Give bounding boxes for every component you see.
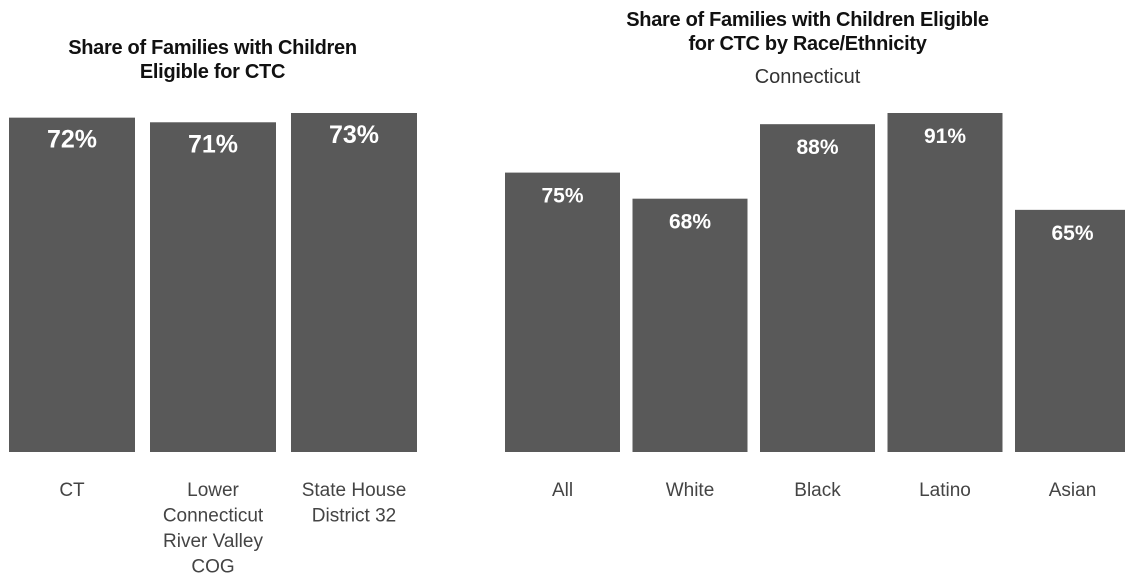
chart-title: Share of Families with Children Eligible… [490,8,1125,56]
category-label: District 32 [312,506,396,527]
bar [9,117,135,453]
chart-title-line: for CTC by Race/Ethnicity [688,33,927,55]
bar [1015,209,1125,452]
category-label: CT [59,480,85,501]
bar-chart-svg: 75% All 68% White 88% Black 91% Latino 65% Asian [505,113,1125,501]
category-label: All [552,480,573,501]
bar-value-label: 68% [669,211,711,234]
chart-title-line: Share of Families with Children Eligible [626,9,989,31]
bar-group-4: 65% Asian [1015,209,1125,501]
bar [291,113,417,452]
bar-group-3: 91% Latino [887,113,1003,501]
bar-value-label: 71% [188,130,238,158]
bar-value-label: 88% [796,136,838,159]
category-label: Latino [919,480,971,501]
chart-title-line: Share of Families with Children [68,37,357,59]
bar [632,198,748,452]
bar [150,122,276,453]
category-label: Black [794,480,841,501]
chart-subtitle: Connecticut [754,66,861,88]
chart-ctc-eligibility-by-geography: Share of Families with Children Eligible… [0,0,425,575]
category-label: Asian [1049,480,1097,501]
category-label: COG [191,557,234,575]
category-label: State House [302,480,407,501]
category-label: White [666,480,715,501]
bar-value-label: 91% [924,125,966,148]
chart-title: Share of Families with Children Eligible… [0,36,425,84]
category-label: Connecticut [163,506,264,527]
bar-group-2: 73% State House District 32 [291,113,417,527]
category-label: Lower [187,480,239,501]
bar-value-label: 65% [1051,222,1093,245]
bar-value-label: 73% [329,121,379,149]
bar [887,113,1003,452]
chart-ctc-eligibility-by-race: Share of Families with Children Eligible… [490,0,1125,575]
bar-group-1: 68% White [632,198,748,501]
chart-title-line: Eligible for CTC [139,61,286,83]
category-label: River Valley [163,531,263,552]
bar [760,124,875,452]
bar [505,172,620,452]
bar-value-label: 75% [541,185,583,208]
bar-value-label: 72% [47,126,97,154]
bar-group-0: 72% CT [9,117,135,501]
bar-group-2: 88% Black [760,124,875,501]
bar-group-1: 71% Lower Connecticut River Valley COG [150,122,276,575]
bar-group-0: 75% All [505,172,620,501]
